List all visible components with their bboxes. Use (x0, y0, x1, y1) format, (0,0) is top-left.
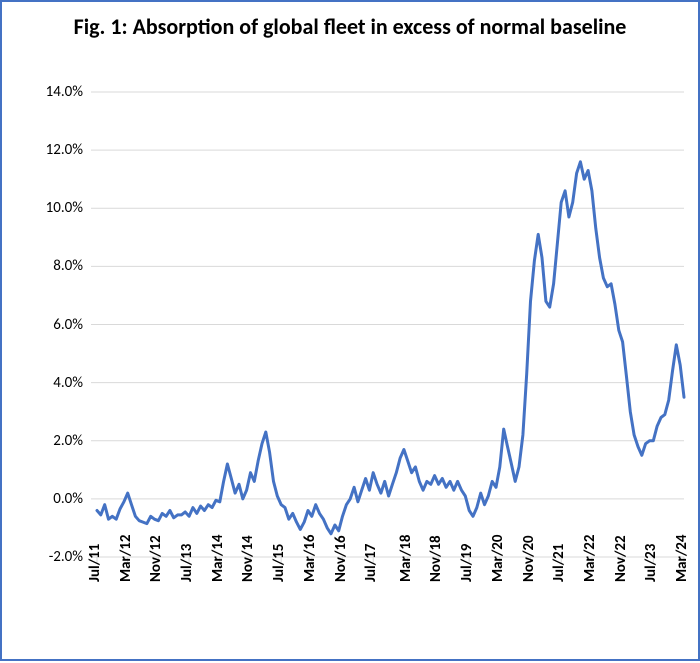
chart-title: Fig. 1: Absorption of global fleet in ex… (2, 14, 698, 39)
y-tick-label: 6.0% (53, 316, 83, 334)
y-tick-label: 12.0% (46, 141, 83, 159)
chart-frame: Fig. 1: Absorption of global fleet in ex… (0, 0, 700, 661)
y-tick-label: 2.0% (53, 432, 83, 450)
y-tick-label: 14.0% (46, 83, 83, 101)
y-tick-label: 0.0% (53, 490, 83, 508)
y-tick-label: 10.0% (46, 199, 83, 217)
y-tick-label: 4.0% (53, 374, 83, 392)
y-tick-label: 8.0% (53, 257, 83, 275)
y-tick-label: -2.0% (49, 548, 83, 566)
series-line (97, 162, 684, 534)
